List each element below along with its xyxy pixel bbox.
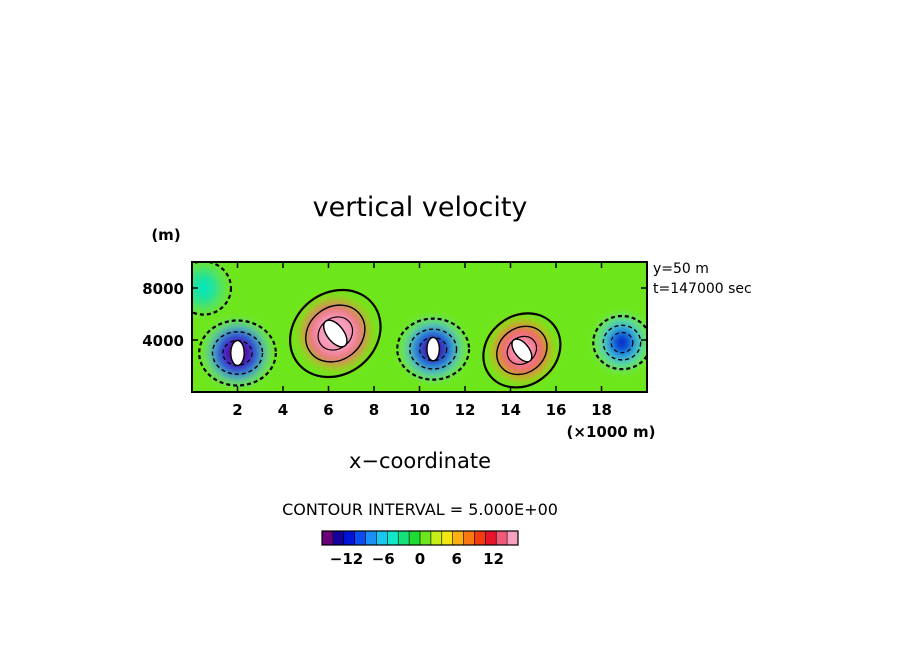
contour-core xyxy=(511,338,533,363)
contour-line xyxy=(192,262,233,316)
field-feature-5 xyxy=(192,267,222,309)
colorbar-segment xyxy=(332,531,345,545)
field-background xyxy=(192,262,647,392)
contour-core xyxy=(426,336,441,362)
colorbar-segment xyxy=(485,531,497,545)
colorbar-frame xyxy=(321,530,519,546)
y-tick-label: 8000 xyxy=(142,280,184,298)
contour-group-1 xyxy=(482,312,562,389)
x-tick-label: 12 xyxy=(455,401,476,419)
colorbar-segment xyxy=(507,531,519,545)
x-tick-label: 4 xyxy=(278,401,288,419)
colorbar-tick-label: 12 xyxy=(483,550,504,568)
colorbar-segment xyxy=(354,531,366,545)
contour-lines xyxy=(192,262,647,389)
contour-line xyxy=(592,314,647,371)
y-axis-ticks: 4000 8000 xyxy=(142,280,647,350)
field-feature-4 xyxy=(602,321,642,364)
colorbar xyxy=(321,530,519,546)
x-tick-label: 18 xyxy=(591,401,612,419)
chart-title: vertical velocity xyxy=(313,192,528,223)
contour-line xyxy=(602,324,642,361)
colorbar-tick-labels: −12 −6 0 6 12 xyxy=(330,550,504,568)
contour-line xyxy=(409,328,458,370)
colorbar-tick-label: 0 xyxy=(415,550,425,568)
x-tick-label: 10 xyxy=(409,401,430,419)
colorbar-segment xyxy=(343,531,355,545)
field-band xyxy=(615,336,628,350)
annotation-y-position: y=50 m xyxy=(653,261,709,277)
contour-line xyxy=(610,331,634,354)
contour-core xyxy=(230,339,245,367)
contour-interval-label: CONTOUR INTERVAL = 5.000E+00 xyxy=(282,500,558,519)
colorbar-segment xyxy=(398,531,410,545)
colorbar-segment xyxy=(452,531,464,545)
x-axis-ticks: 2 4 6 8 10 12 14 16 18 xyxy=(232,262,612,419)
x-tick-label: 2 xyxy=(232,401,242,419)
colorbar-segment xyxy=(496,531,508,545)
colorbar-segment xyxy=(474,531,486,545)
colorbar-segment xyxy=(409,531,421,545)
x-tick-label: 16 xyxy=(546,401,567,419)
colorbar-segment xyxy=(365,531,377,545)
colorbar-segment xyxy=(376,531,388,545)
x-tick-label: 14 xyxy=(500,401,521,419)
field-band xyxy=(197,281,210,295)
colorbar-segment xyxy=(463,531,475,545)
x-tick-label: 6 xyxy=(323,401,333,419)
colorbar-segment xyxy=(430,531,443,545)
contour-group-5 xyxy=(192,262,233,316)
contour-line xyxy=(496,325,548,376)
contour-line xyxy=(198,319,277,387)
contour-line xyxy=(482,312,562,389)
contour-group-2 xyxy=(198,319,277,387)
colorbar-segment xyxy=(387,531,399,545)
contour-line xyxy=(288,288,382,379)
x-tick-label: 8 xyxy=(369,401,379,419)
y-axis-label: (m) xyxy=(151,226,180,244)
colorbar-segment xyxy=(420,531,432,545)
colorbar-tick-label: −12 xyxy=(330,550,363,568)
colorbar-segment xyxy=(441,531,453,545)
colorbar-segment xyxy=(322,531,334,545)
contour-core xyxy=(323,319,348,348)
contour-group-4 xyxy=(592,314,647,371)
y-tick-label: 4000 xyxy=(142,332,184,350)
colorbar-tick-label: 6 xyxy=(452,550,462,568)
contour-line xyxy=(305,304,366,363)
contour-group-0 xyxy=(288,288,382,379)
x-axis-unit: (×1000 m) xyxy=(567,423,656,441)
colorbar-tick-label: −6 xyxy=(372,550,395,568)
x-axis-label: x−coordinate xyxy=(349,449,491,473)
contour-line xyxy=(211,331,264,375)
annotation-time: t=147000 sec xyxy=(653,281,752,297)
